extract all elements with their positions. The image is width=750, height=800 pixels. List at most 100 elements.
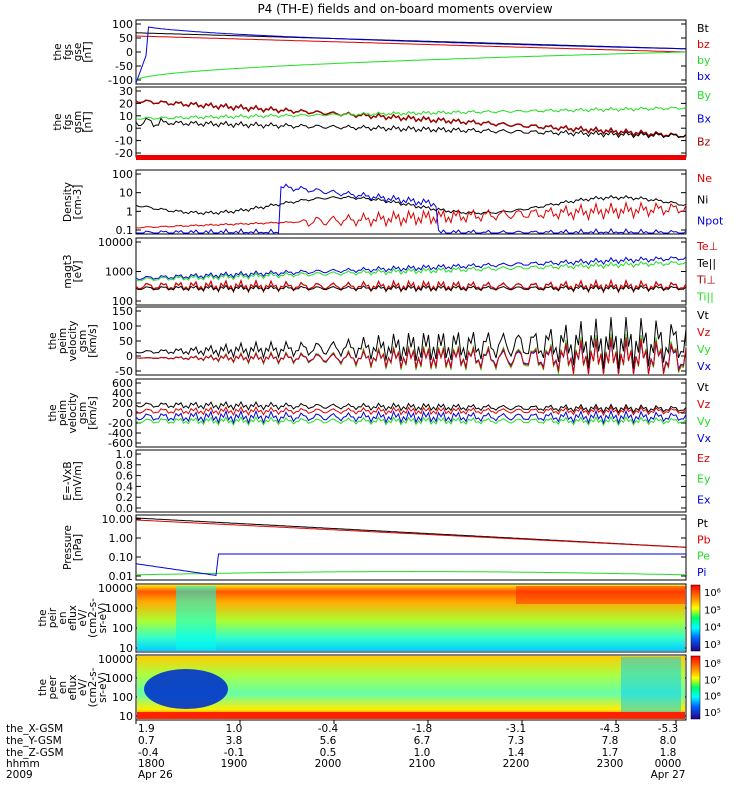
tick-label: 0 — [126, 46, 133, 59]
tick-label: 10 — [119, 642, 133, 655]
tick-label: -10 — [115, 135, 133, 148]
tick-label: 0.8 — [116, 459, 134, 472]
legend-entry: Vt — [697, 381, 710, 394]
tick-label: 100 — [112, 18, 133, 31]
ylabel-line: gsm — [72, 111, 84, 133]
xaxis-tick-label: 7.3 — [508, 735, 525, 747]
tick-label: 10000 — [98, 236, 133, 249]
panel-frame — [135, 19, 687, 85]
ylabel-line: peer — [47, 675, 59, 700]
legend-entry: Bt — [697, 22, 710, 35]
series-line — [135, 26, 687, 84]
legend-entry: Ne — [697, 172, 712, 185]
xaxis-row-label: the_Z-GSM — [6, 747, 64, 759]
tick-label: 1.00 — [109, 532, 134, 545]
ylabel-line: sr-eV) — [97, 603, 109, 634]
ylabel-line: the — [47, 404, 59, 421]
ylabel-line: eflux — [67, 675, 79, 701]
xaxis-tick-label: 3.8 — [226, 735, 243, 747]
colorbar-label: 10⁷ — [704, 675, 721, 686]
tick-label: 0 — [126, 122, 133, 135]
xaxis-tick-label: 1.0 — [414, 747, 431, 759]
tick-label: 10000 — [98, 653, 133, 666]
legend-entry: Vx — [697, 360, 712, 373]
series-line — [135, 415, 687, 427]
colorbar-label: 10⁶ — [704, 588, 721, 599]
ylabel-line: the — [37, 609, 49, 626]
legend-entry: Ti⊥ — [696, 274, 716, 287]
tick-label: 10.00 — [102, 513, 134, 526]
panel-3: 100 10 1 0.1 Density[cm-3] Ne Ni Npot — [62, 168, 724, 237]
series-line — [136, 570, 686, 576]
ylabel-line: peir — [47, 607, 59, 628]
legend-entry: Te|| — [696, 257, 716, 270]
xaxis-tick-label: 0000 — [655, 758, 682, 770]
ylabel-line: eV/ — [77, 678, 89, 696]
xaxis-tick-label: 1.9 — [138, 723, 155, 735]
series-line — [135, 51, 687, 82]
tick-label: 30 — [119, 85, 133, 98]
ylabel-line: (cm2-s- — [87, 667, 99, 707]
panel-frame — [135, 654, 687, 721]
xaxis-row-label: 2009 — [6, 769, 33, 781]
ylabel-line: the — [37, 679, 49, 696]
ylabel-line: Density — [62, 182, 74, 222]
xaxis-tick-label: 0.7 — [138, 735, 155, 747]
panel-10: 10000 1000 100 10 thepeerenefluxeV/(cm2-s-sr… — [37, 653, 721, 723]
legend-entry: Vx — [697, 432, 712, 445]
ylabel-line: fgs — [62, 114, 74, 130]
tick-label: 10 — [119, 710, 133, 723]
xaxis-tick-label: 6.7 — [414, 735, 431, 747]
panel-9: 10000 1000 100 10 thepeirenefluxeV/(cm2-s-sr… — [37, 582, 721, 655]
tick-label: 0.4 — [116, 480, 134, 493]
ylabel-line: gse — [72, 43, 84, 62]
tick-label: 200 — [112, 397, 133, 410]
xaxis-tick-label: 8.0 — [660, 735, 677, 747]
series-line — [135, 260, 687, 282]
xaxis-tick-label: 2000 — [315, 758, 342, 770]
ylabel-line: gsm — [77, 330, 89, 352]
ylabel-line: [eV] — [72, 261, 84, 283]
legend-entry: bz — [697, 38, 710, 51]
panel-frame — [135, 449, 687, 513]
tick-label: 100 — [112, 295, 133, 308]
tick-label: 400 — [112, 387, 133, 400]
tick-label: 0.1 — [116, 224, 134, 237]
ylabel-line: E=-VxB — [62, 461, 74, 500]
panel-frame — [135, 169, 687, 235]
series-line — [135, 256, 687, 280]
panel-8: 10.00 1.00 0.10 0.01 Pressure[nPa] Pt Pb Pe Pi — [62, 513, 711, 583]
xaxis-row-label: the_X-GSM — [6, 723, 63, 735]
tick-label: 100 — [112, 320, 133, 333]
series-line — [135, 35, 687, 53]
xaxis-tick-label: -0.1 — [224, 747, 245, 759]
legend-entry: bx — [697, 70, 711, 83]
tick-label: 1000 — [105, 672, 133, 685]
tick-label: 1.0 — [116, 448, 134, 461]
ylabel-line: peim — [57, 328, 69, 354]
legend-entry: Ti|| — [696, 290, 714, 303]
tick-label: 150 — [112, 305, 133, 318]
tick-label: 10 — [119, 187, 133, 200]
series-line — [136, 183, 687, 234]
xaxis-tick-label: 2300 — [597, 758, 624, 770]
series-line — [135, 316, 687, 370]
tick-label: 10 — [119, 110, 133, 123]
legend-entry: Ez — [697, 452, 710, 465]
legend-entry: Vy — [697, 343, 711, 356]
legend-entry: by — [697, 54, 711, 67]
series-line — [135, 99, 687, 138]
ylabel-line: [nT] — [82, 111, 94, 132]
series-line — [135, 405, 687, 417]
tick-label: 0.01 — [109, 570, 134, 583]
ylabel-line: sr-eV) — [97, 672, 109, 703]
xaxis-tick-label: 1800 — [138, 758, 165, 770]
colorbar-label: 10⁸ — [704, 659, 721, 670]
xaxis-tick-label: -1.8 — [412, 723, 433, 735]
legend-entry: Vz — [697, 326, 711, 339]
tick-label: 0.6 — [116, 470, 134, 483]
